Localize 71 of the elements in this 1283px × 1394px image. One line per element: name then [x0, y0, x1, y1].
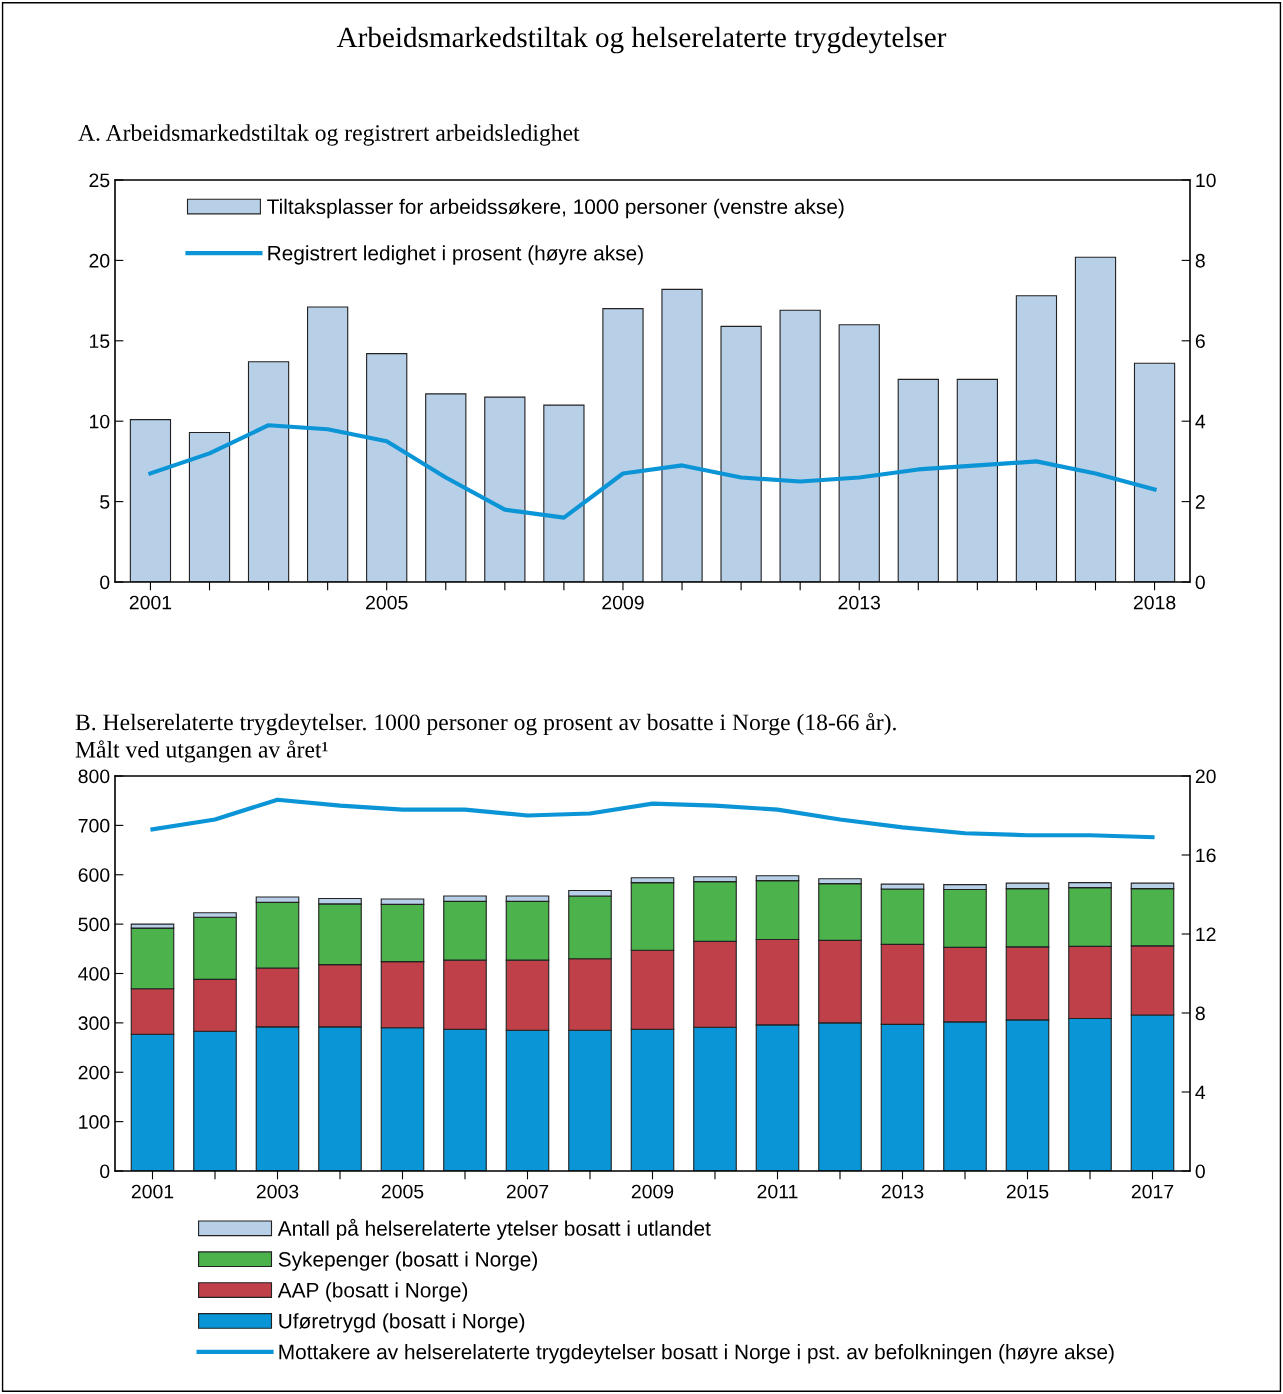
y2-tick-label: 20 — [1195, 769, 1216, 784]
line-series — [150, 797, 1155, 840]
bar — [838, 324, 880, 582]
bar — [1133, 362, 1176, 582]
legend-label: Sykepenger (bosatt i Norge) — [278, 1251, 538, 1271]
y-tick-label: 800 — [78, 769, 110, 784]
y-tick-label: 400 — [78, 966, 110, 981]
y2-tick-label: 2 — [1195, 495, 1205, 509]
x-tick-label: 2009 — [631, 1184, 674, 1199]
bar — [897, 378, 939, 582]
bar — [1074, 256, 1117, 582]
legend-label: Tiltaksplasser for arbeidssøkere, 1000 personer (venstre akse) — [267, 198, 844, 219]
y2-tick-label: 12 — [1196, 927, 1216, 942]
legend-label: AAP (bosatt i Norge) — [277, 1282, 468, 1302]
bar — [956, 378, 999, 582]
y2-tick-label: 8 — [1195, 1006, 1205, 1021]
y2-tick-label: 4 — [1195, 414, 1206, 429]
y-tick-label: 100 — [79, 1115, 110, 1129]
bar — [306, 306, 349, 582]
legend-label: Mottakere av helserelaterte trygdeytelser bosatt i Norge i pst. av befolkningen (høyre akse) — [279, 1344, 1114, 1364]
x-tick-label: 2013 — [881, 1184, 924, 1199]
legend-label: Antall på helserelaterte ytelser bosatt i utlandet — [277, 1218, 711, 1240]
x-tick-label: 2011 — [757, 1184, 798, 1199]
bar — [484, 396, 526, 582]
bar — [188, 431, 231, 582]
bar — [779, 309, 821, 582]
y-tick-label: 200 — [78, 1065, 110, 1080]
bar — [129, 419, 172, 582]
y-tick-label: 20 — [89, 253, 110, 268]
y2-tick-label: 4 — [1195, 1085, 1206, 1100]
x-tick-label: 2007 — [506, 1184, 549, 1199]
x-tick-label: 2015 — [1006, 1184, 1049, 1199]
bar — [661, 288, 703, 582]
bar — [1015, 295, 1058, 582]
x-tick-label: 2003 — [256, 1184, 299, 1199]
y2-tick-label: 0 — [1195, 575, 1205, 590]
x-tick-label: 2009 — [602, 595, 644, 610]
y-tick-label: 600 — [78, 868, 110, 882]
y2-tick-label: 10 — [1196, 173, 1216, 188]
y-tick-label: 0 — [100, 575, 110, 590]
bar — [543, 404, 585, 582]
y-tick-label: 0 — [100, 1164, 110, 1179]
y-tick-label: 300 — [78, 1016, 110, 1031]
y-tick-label: 10 — [90, 414, 110, 429]
legend-label: Uføretrygd (bosatt i Norge) — [279, 1313, 525, 1333]
legend-label: Registrert ledighet i prosent (høyre akse) — [268, 245, 643, 265]
y2-tick-label: 6 — [1195, 334, 1205, 349]
x-tick-label: 2001 — [131, 1184, 174, 1199]
x-tick-label: 2018 — [1133, 595, 1176, 610]
y2-tick-label: 8 — [1195, 253, 1205, 268]
bar — [425, 393, 467, 582]
y-tick-label: 700 — [78, 818, 110, 833]
line-series — [148, 423, 1157, 520]
y-tick-label: 15 — [90, 334, 110, 349]
x-tick-label: 2013 — [838, 595, 881, 610]
y-tick-label: 25 — [89, 173, 110, 188]
bar — [366, 353, 408, 582]
x-tick-label: 2005 — [366, 595, 408, 610]
chart-title: Arbeidsmarkedstiltak og helserelaterte trygdeytelser — [336, 26, 947, 54]
chart-subtitle: B. Helserelaterte trygdeytelser. 1000 personer og prosent av bosatte i Norge (18-66 år). Målt ved utgangen av året¹ — [75, 713, 896, 763]
x-tick-label: 2005 — [381, 1184, 424, 1199]
y-tick-label: 5 — [100, 495, 110, 509]
bar — [602, 308, 644, 582]
bar — [247, 361, 290, 582]
y2-tick-label: 16 — [1196, 848, 1216, 863]
x-tick-label: 2001 — [129, 595, 172, 610]
x-tick-label: 2017 — [1131, 1184, 1174, 1199]
chart-subtitle: A. Arbeidsmarkedstiltak og registrert arbeidsledighet — [78, 124, 580, 146]
y-tick-label: 500 — [78, 917, 110, 932]
bar — [720, 325, 762, 582]
y2-tick-label: 0 — [1195, 1164, 1205, 1179]
